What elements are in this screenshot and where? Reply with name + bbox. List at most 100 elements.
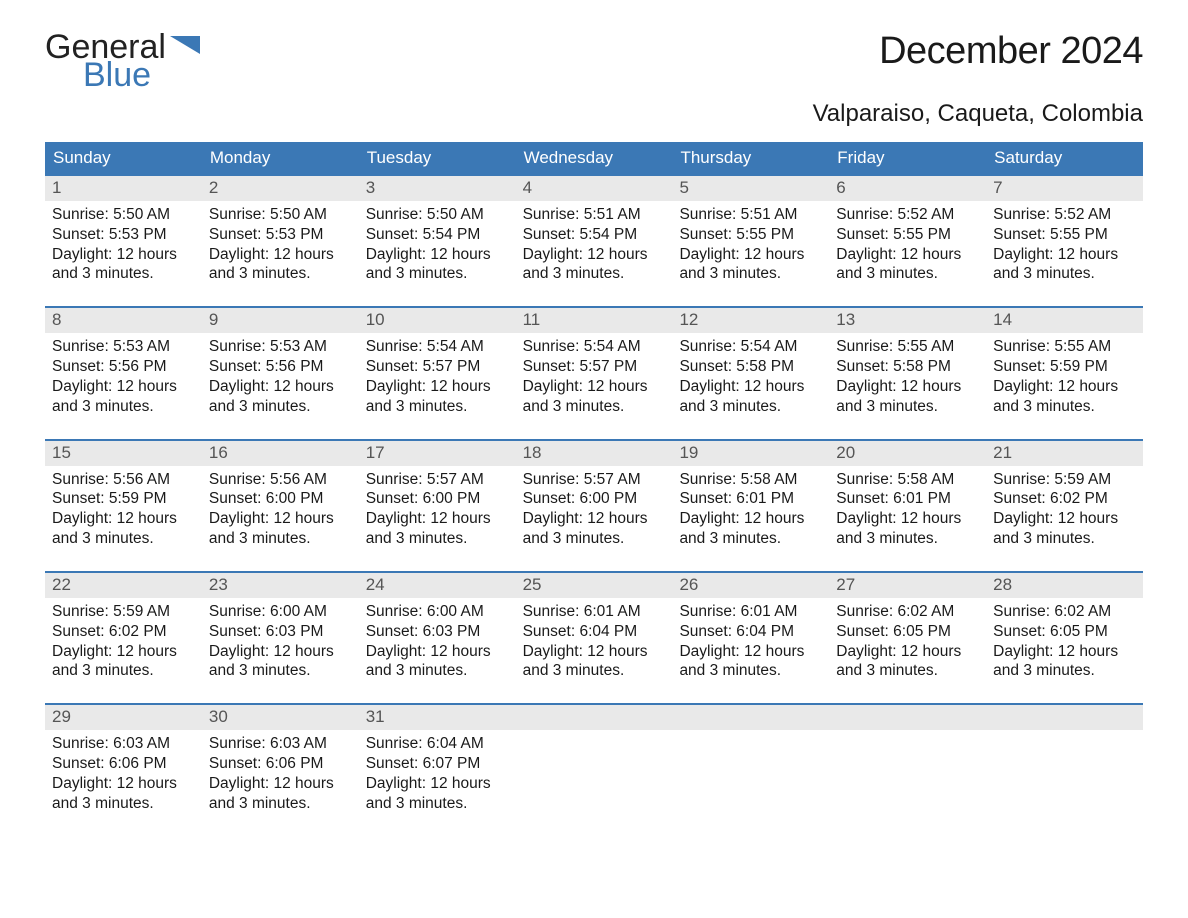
- daylight-text-2: and 3 minutes.: [993, 264, 1136, 284]
- sunset-text: Sunset: 6:07 PM: [366, 754, 509, 774]
- daylight-text-1: Daylight: 12 hours: [993, 642, 1136, 662]
- week-row: 15161718192021Sunrise: 5:56 AMSunset: 5:…: [45, 439, 1143, 549]
- daylight-text-2: and 3 minutes.: [209, 264, 352, 284]
- day-cell: Sunrise: 6:02 AMSunset: 6:05 PMDaylight:…: [986, 598, 1143, 681]
- sunrise-text: Sunrise: 5:59 AM: [52, 602, 195, 622]
- daylight-text-2: and 3 minutes.: [836, 661, 979, 681]
- daylight-text-1: Daylight: 12 hours: [209, 509, 352, 529]
- sunset-text: Sunset: 5:53 PM: [209, 225, 352, 245]
- week-body: Sunrise: 5:56 AMSunset: 5:59 PMDaylight:…: [45, 466, 1143, 549]
- sunrise-text: Sunrise: 6:04 AM: [366, 734, 509, 754]
- week-row: 293031Sunrise: 6:03 AMSunset: 6:06 PMDay…: [45, 703, 1143, 813]
- day-cell: Sunrise: 5:53 AMSunset: 5:56 PMDaylight:…: [202, 333, 359, 416]
- day-number: 21: [986, 441, 1143, 466]
- sunset-text: Sunset: 6:01 PM: [836, 489, 979, 509]
- daylight-text-1: Daylight: 12 hours: [366, 509, 509, 529]
- day-cell: Sunrise: 6:01 AMSunset: 6:04 PMDaylight:…: [516, 598, 673, 681]
- day-cell: Sunrise: 6:03 AMSunset: 6:06 PMDaylight:…: [202, 730, 359, 813]
- sunset-text: Sunset: 5:56 PM: [209, 357, 352, 377]
- day-number: 8: [45, 308, 202, 333]
- daylight-text-1: Daylight: 12 hours: [366, 245, 509, 265]
- day-cell: Sunrise: 6:00 AMSunset: 6:03 PMDaylight:…: [202, 598, 359, 681]
- sunrise-text: Sunrise: 6:01 AM: [679, 602, 822, 622]
- sunset-text: Sunset: 6:05 PM: [836, 622, 979, 642]
- day-number: 12: [672, 308, 829, 333]
- day-cell: Sunrise: 5:56 AMSunset: 5:59 PMDaylight:…: [45, 466, 202, 549]
- sunrise-text: Sunrise: 5:50 AM: [52, 205, 195, 225]
- sunset-text: Sunset: 6:04 PM: [679, 622, 822, 642]
- day-number: 10: [359, 308, 516, 333]
- sunrise-text: Sunrise: 5:54 AM: [523, 337, 666, 357]
- daylight-text-2: and 3 minutes.: [836, 264, 979, 284]
- sunrise-text: Sunrise: 5:58 AM: [836, 470, 979, 490]
- week-number-strip: 15161718192021: [45, 439, 1143, 466]
- day-number: 9: [202, 308, 359, 333]
- daylight-text-1: Daylight: 12 hours: [836, 509, 979, 529]
- sunset-text: Sunset: 5:58 PM: [679, 357, 822, 377]
- sunset-text: Sunset: 6:00 PM: [523, 489, 666, 509]
- daylight-text-2: and 3 minutes.: [679, 397, 822, 417]
- sunset-text: Sunset: 6:02 PM: [993, 489, 1136, 509]
- daylight-text-1: Daylight: 12 hours: [993, 377, 1136, 397]
- sunset-text: Sunset: 5:57 PM: [366, 357, 509, 377]
- brand-logo: General Blue: [45, 30, 200, 92]
- day-cell: Sunrise: 5:56 AMSunset: 6:00 PMDaylight:…: [202, 466, 359, 549]
- sunrise-text: Sunrise: 5:51 AM: [679, 205, 822, 225]
- daylight-text-1: Daylight: 12 hours: [679, 245, 822, 265]
- day-cell: Sunrise: 5:50 AMSunset: 5:53 PMDaylight:…: [202, 201, 359, 284]
- daylight-text-2: and 3 minutes.: [523, 661, 666, 681]
- day-cell: Sunrise: 5:55 AMSunset: 5:59 PMDaylight:…: [986, 333, 1143, 416]
- sunset-text: Sunset: 5:54 PM: [366, 225, 509, 245]
- day-number: 14: [986, 308, 1143, 333]
- sunset-text: Sunset: 5:54 PM: [523, 225, 666, 245]
- daylight-text-2: and 3 minutes.: [209, 529, 352, 549]
- day-number: 23: [202, 573, 359, 598]
- sunrise-text: Sunrise: 5:58 AM: [679, 470, 822, 490]
- week-body: Sunrise: 6:03 AMSunset: 6:06 PMDaylight:…: [45, 730, 1143, 813]
- daylight-text-1: Daylight: 12 hours: [523, 642, 666, 662]
- dow-friday: Friday: [829, 142, 986, 174]
- day-number: 17: [359, 441, 516, 466]
- day-number: 25: [516, 573, 673, 598]
- sunrise-text: Sunrise: 6:00 AM: [209, 602, 352, 622]
- sunrise-text: Sunrise: 5:50 AM: [366, 205, 509, 225]
- sunrise-text: Sunrise: 5:50 AM: [209, 205, 352, 225]
- day-cell: Sunrise: 6:00 AMSunset: 6:03 PMDaylight:…: [359, 598, 516, 681]
- sunrise-text: Sunrise: 5:59 AM: [993, 470, 1136, 490]
- sunset-text: Sunset: 5:55 PM: [679, 225, 822, 245]
- day-number: 22: [45, 573, 202, 598]
- daylight-text-1: Daylight: 12 hours: [52, 245, 195, 265]
- daylight-text-1: Daylight: 12 hours: [836, 377, 979, 397]
- daylight-text-2: and 3 minutes.: [679, 264, 822, 284]
- calendar: Sunday Monday Tuesday Wednesday Thursday…: [45, 142, 1143, 814]
- sunrise-text: Sunrise: 6:03 AM: [52, 734, 195, 754]
- day-number: 5: [672, 176, 829, 201]
- daylight-text-1: Daylight: 12 hours: [679, 642, 822, 662]
- daylight-text-1: Daylight: 12 hours: [209, 245, 352, 265]
- day-cell: Sunrise: 5:58 AMSunset: 6:01 PMDaylight:…: [829, 466, 986, 549]
- day-number: 27: [829, 573, 986, 598]
- day-cell: Sunrise: 6:03 AMSunset: 6:06 PMDaylight:…: [45, 730, 202, 813]
- day-cell: Sunrise: 5:52 AMSunset: 5:55 PMDaylight:…: [986, 201, 1143, 284]
- day-number: 31: [359, 705, 516, 730]
- sunrise-text: Sunrise: 5:56 AM: [209, 470, 352, 490]
- sunrise-text: Sunrise: 6:03 AM: [209, 734, 352, 754]
- month-title: December 2024: [879, 30, 1143, 73]
- daylight-text-2: and 3 minutes.: [366, 397, 509, 417]
- sunset-text: Sunset: 5:58 PM: [836, 357, 979, 377]
- daylight-text-2: and 3 minutes.: [836, 397, 979, 417]
- sunset-text: Sunset: 5:53 PM: [52, 225, 195, 245]
- daylight-text-2: and 3 minutes.: [523, 397, 666, 417]
- day-number: 16: [202, 441, 359, 466]
- week-number-strip: 891011121314: [45, 306, 1143, 333]
- day-number: 26: [672, 573, 829, 598]
- week-body: Sunrise: 5:53 AMSunset: 5:56 PMDaylight:…: [45, 333, 1143, 416]
- day-number: 3: [359, 176, 516, 201]
- location-text: Valparaiso, Caqueta, Colombia: [45, 100, 1143, 128]
- day-cell: Sunrise: 5:51 AMSunset: 5:55 PMDaylight:…: [672, 201, 829, 284]
- daylight-text-2: and 3 minutes.: [52, 264, 195, 284]
- week-body: Sunrise: 5:50 AMSunset: 5:53 PMDaylight:…: [45, 201, 1143, 284]
- sunrise-text: Sunrise: 5:51 AM: [523, 205, 666, 225]
- sunset-text: Sunset: 6:03 PM: [366, 622, 509, 642]
- sunset-text: Sunset: 6:04 PM: [523, 622, 666, 642]
